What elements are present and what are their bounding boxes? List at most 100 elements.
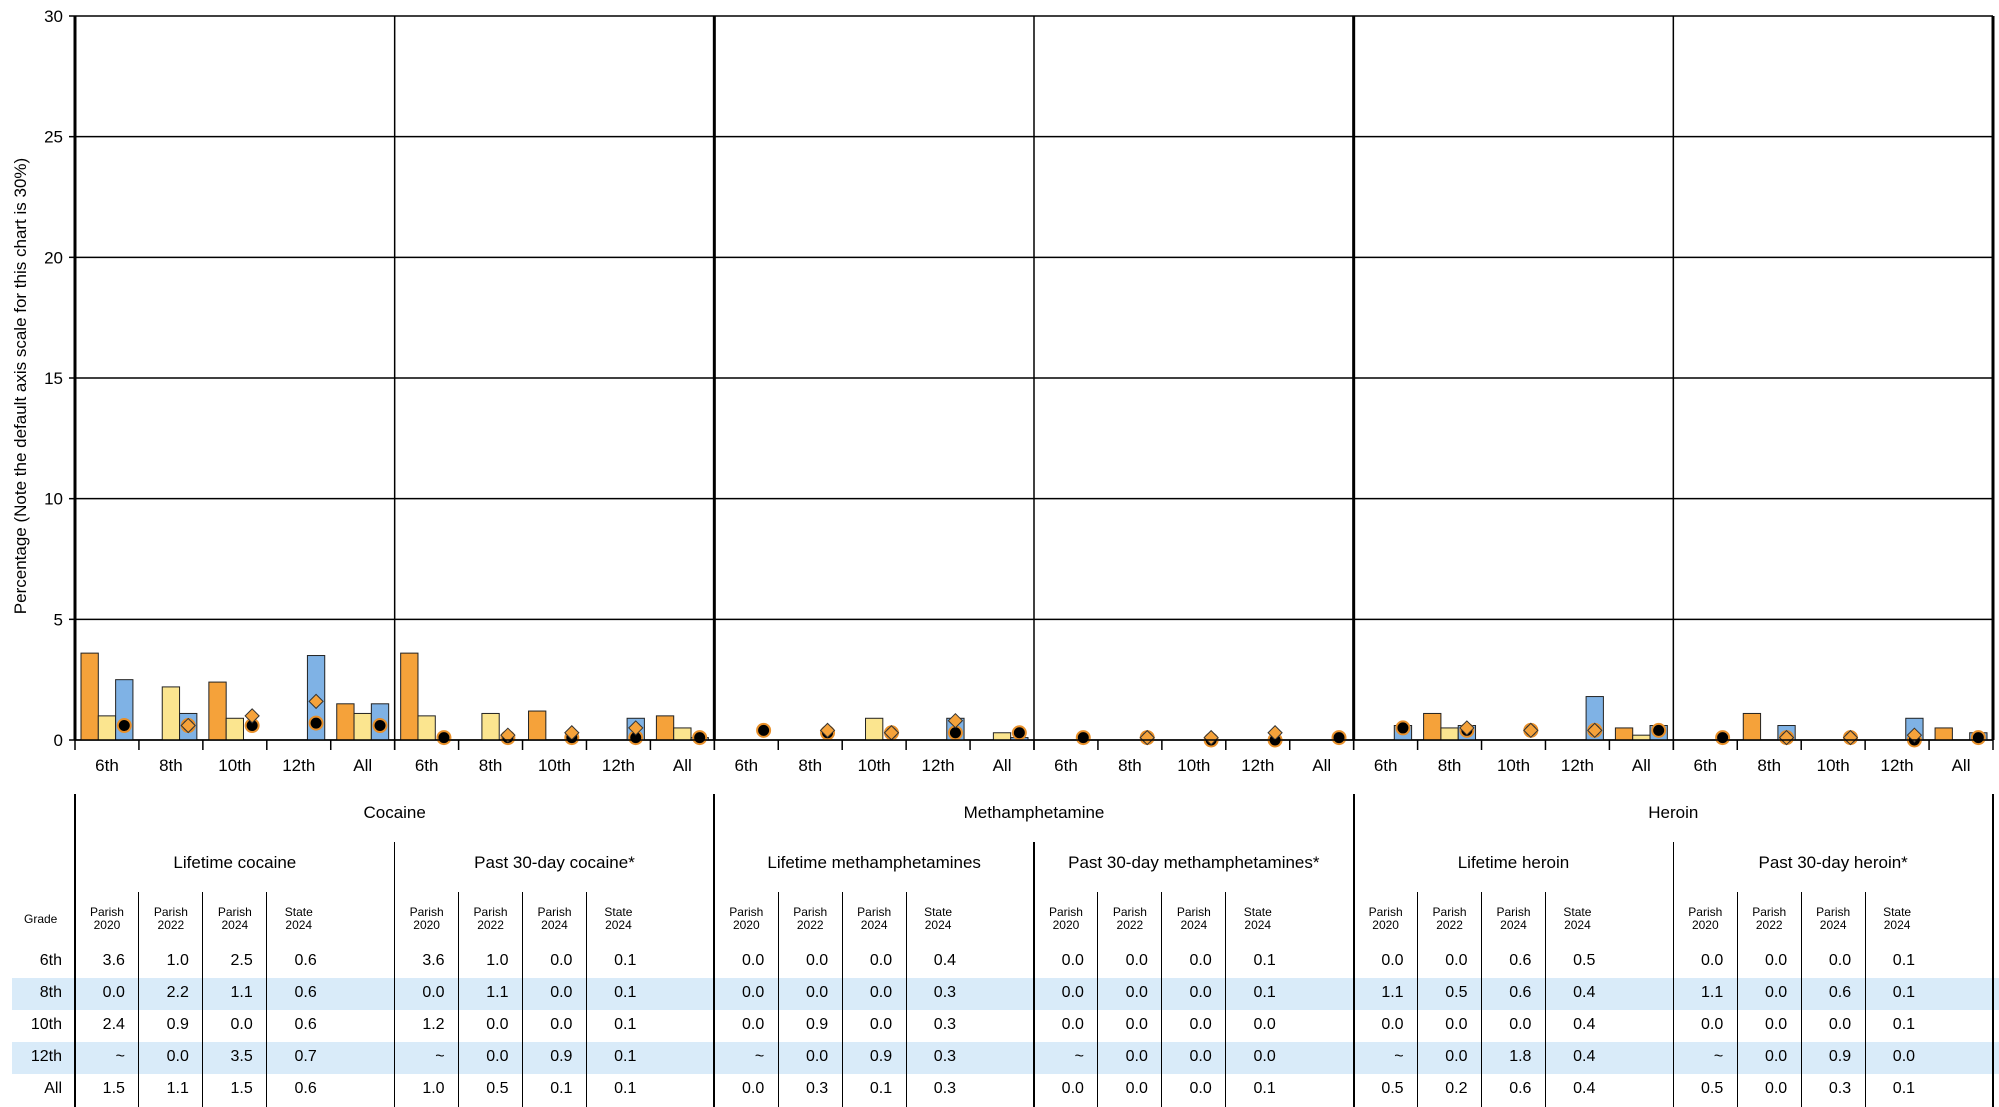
table-cell: 0.0	[550, 1016, 573, 1033]
diamond-marker	[1139, 729, 1155, 746]
table-cell: 0.0	[1764, 1080, 1788, 1097]
x-tick-label: 8th	[159, 756, 183, 775]
row-stripe	[12, 1042, 1999, 1074]
table-cell: 0.0	[230, 1016, 253, 1033]
table-cell: 0.3	[805, 1080, 829, 1097]
table-cell: 0.0	[1701, 1016, 1724, 1033]
y-axis-label: Percentage (Note the default axis scale …	[11, 158, 30, 614]
table-cell: 0.0	[1381, 952, 1404, 969]
table-divider	[266, 892, 268, 1107]
chart-markers	[116, 693, 1986, 748]
state-marker	[116, 718, 132, 734]
diamond-marker	[628, 720, 644, 736]
x-tick-label: 12th	[1561, 756, 1594, 775]
table-cell: 0.0	[742, 984, 765, 1001]
state-marker	[1395, 720, 1411, 736]
table-cell: 1.1	[1381, 984, 1404, 1001]
table-divider	[1097, 892, 1099, 1107]
table-cell: 0.2	[1445, 1080, 1468, 1097]
table-cell: 1.2	[422, 1016, 445, 1033]
table-cell: 0.0	[869, 1016, 893, 1033]
column-header: State 2024	[1883, 905, 1912, 932]
x-tick-label: 6th	[1693, 756, 1717, 775]
table-cell: 0.0	[1061, 952, 1084, 969]
diamond-marker	[308, 693, 324, 710]
row-grade-label: All	[44, 1080, 62, 1097]
measure-header: Past 30-day heroin*	[1758, 853, 1908, 872]
x-tick-label: 12th	[1241, 756, 1274, 775]
table-cell: 0.9	[869, 1048, 893, 1065]
table-cell: 0.9	[1828, 1048, 1852, 1065]
table-cell: 0.1	[1253, 952, 1276, 969]
x-tick-label: All	[1312, 756, 1331, 775]
column-header: Parish 2022	[793, 905, 828, 932]
table-cell: 0.0	[1189, 984, 1212, 1001]
diamond-marker	[1459, 720, 1475, 736]
table-cell: 0.0	[869, 952, 893, 969]
y-tick-label: 15	[44, 369, 63, 388]
table-cell: 0.0	[805, 1048, 829, 1065]
table-cell: 0.0	[805, 984, 829, 1001]
table-divider	[522, 892, 524, 1107]
x-tick-label: All	[1632, 756, 1651, 775]
table-divider	[1800, 892, 1802, 1107]
x-tick-label: 10th	[1817, 756, 1850, 775]
y-tick-label: 5	[54, 610, 63, 629]
table-divider	[393, 842, 396, 1107]
x-tick-label: All	[1952, 756, 1971, 775]
table-cell: ~	[1074, 1048, 1084, 1065]
table-cell: 0.4	[933, 952, 957, 969]
diamond-marker	[500, 727, 516, 743]
table-cell: 2.5	[230, 952, 253, 969]
x-tick-label: 6th	[1054, 756, 1078, 775]
diamond-marker	[180, 717, 196, 734]
x-tick-label: 8th	[1757, 756, 1781, 775]
table-divider	[138, 892, 140, 1107]
table-cell: 1.8	[1509, 1048, 1532, 1065]
row-header-label: Grade	[24, 912, 58, 926]
column-header: State 2024	[284, 905, 313, 932]
table-cell: 0.0	[1445, 1016, 1468, 1033]
table-cell: 0.1	[550, 1080, 573, 1097]
table-cell: 2.2	[166, 984, 189, 1001]
row-grade-label: 10th	[30, 1016, 62, 1033]
group-header: Cocaine	[363, 803, 426, 822]
table-cell: 0.4	[1573, 1016, 1596, 1033]
diamond-marker	[1906, 727, 1923, 743]
table-cell: 1.0	[422, 1080, 445, 1097]
table-cell: ~	[435, 1048, 445, 1065]
table-cell: 0.3	[933, 984, 957, 1001]
table-divider	[1481, 892, 1483, 1107]
x-tick-label: 10th	[218, 756, 251, 775]
table-cell: 0.9	[166, 1016, 189, 1033]
table-cell: 0.1	[1892, 1080, 1916, 1097]
table-cell: 0.0	[1189, 952, 1212, 969]
column-header: Parish 2024	[537, 905, 572, 932]
table-cell: 0.0	[1701, 952, 1724, 969]
y-tick-label: 20	[44, 248, 63, 267]
table-cell: 0.1	[614, 984, 637, 1001]
table-divider	[74, 794, 76, 1107]
table-cell: 3.5	[230, 1048, 253, 1065]
table-cell: 0.1	[1253, 1080, 1276, 1097]
column-header: Parish 2024	[1176, 905, 1211, 932]
table-cell: 1.1	[1701, 984, 1724, 1001]
table-cell: 0.3	[933, 1080, 957, 1097]
state-marker	[692, 730, 708, 746]
diamond-marker	[1523, 722, 1539, 739]
x-tick-label: All	[353, 756, 372, 775]
table-cell: 0.6	[1509, 1080, 1532, 1097]
table-cell: 0.0	[486, 1048, 509, 1065]
table-cell: 0.0	[1061, 1016, 1084, 1033]
table-cell: 0.9	[550, 1048, 573, 1065]
x-tick-label: All	[993, 756, 1012, 775]
group-header: Heroin	[1648, 803, 1699, 822]
table-cell: 0.3	[1828, 1080, 1852, 1097]
table-cell: 0.1	[614, 952, 637, 969]
column-header: State 2024	[604, 905, 633, 932]
table-cell: 0.4	[1573, 1080, 1596, 1097]
row-grade-label: 6th	[39, 952, 62, 969]
table-cell: 0.0	[1189, 1016, 1212, 1033]
x-tick-label: All	[673, 756, 692, 775]
